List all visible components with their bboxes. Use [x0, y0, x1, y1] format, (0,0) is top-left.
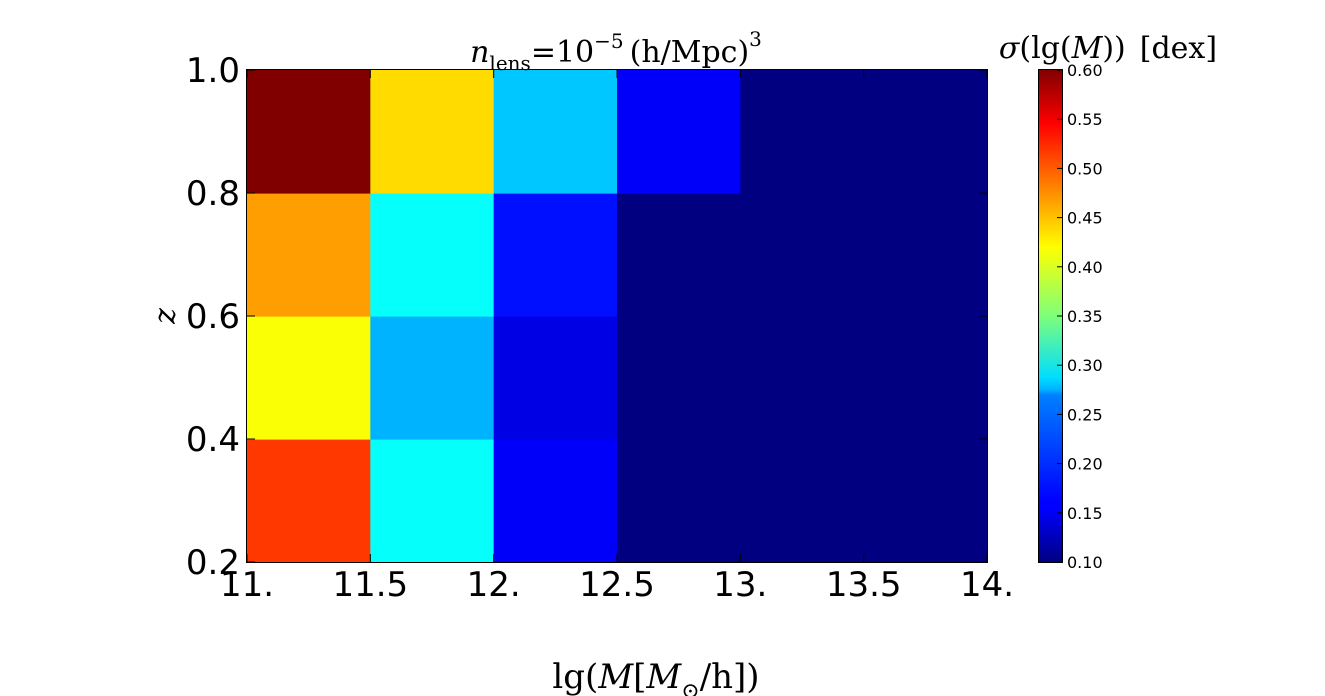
x-tick-label: 14. — [960, 565, 1014, 605]
heatmap-cell — [617, 70, 741, 194]
heatmap-cell — [863, 70, 988, 194]
x-tick-label: 11. — [220, 565, 274, 605]
heatmap-cell — [617, 439, 741, 563]
y-tick-label: 0.4 — [186, 420, 240, 460]
colorbar-tick-label: 0.25 — [1067, 405, 1103, 424]
x-axis-ticks: 11. 11.5 12. 12.5 13. 13.5 14. — [220, 70, 1014, 605]
heatmap-cell — [740, 439, 865, 563]
heatmap-cell — [247, 193, 371, 317]
heatmap-cell — [247, 439, 371, 563]
colorbar-tick-label: 0.50 — [1067, 159, 1103, 178]
colorbar-tick-label: 0.55 — [1067, 110, 1103, 129]
y-axis-ticks: 0.2 0.4 0.6 0.8 1.0 — [186, 51, 987, 583]
x-tick-label: 12. — [467, 565, 521, 605]
heatmap-cell — [740, 70, 865, 194]
heatmap-cell — [493, 439, 618, 563]
colorbar-tick-label: 0.30 — [1067, 356, 1103, 375]
heatmap-cell — [617, 316, 741, 440]
y-tick-label: 0.6 — [186, 297, 240, 337]
heatmap-cell — [740, 316, 865, 440]
y-tick-label: 1.0 — [186, 51, 240, 91]
x-tick-label: 12.5 — [579, 565, 655, 605]
x-tick-label: 13. — [713, 565, 767, 605]
colorbar-tick-label: 0.35 — [1067, 307, 1103, 326]
heatmap-cell — [493, 316, 618, 440]
colorbar-tick-label: 0.15 — [1067, 504, 1103, 523]
heatmap-cell — [370, 70, 495, 194]
y-tick-label: 0.2 — [186, 543, 240, 583]
heatmap-cell — [617, 193, 741, 317]
colorbar-ticks: 0.10 0.15 0.20 0.25 0.30 0.35 0.40 0.45 0.50 0.55… — [1057, 61, 1103, 572]
colorbar-tick-label: 0.45 — [1067, 209, 1103, 228]
x-tick-label: 13.5 — [826, 565, 902, 605]
heatmap-cell — [247, 70, 371, 194]
colorbar-tick-label: 0.60 — [1067, 61, 1103, 80]
heatmap-cell — [493, 70, 618, 194]
heatmap-cell — [863, 316, 988, 440]
heatmap-cell — [740, 193, 865, 317]
colorbar-label: σ(lg(M)) [dex] — [999, 31, 1217, 66]
y-axis-label: z — [148, 308, 183, 325]
chart-title: nlens=10−5 (h/Mpc)3 — [470, 27, 762, 75]
colorbar-tick-label: 0.40 — [1067, 258, 1103, 277]
heatmap-cell — [863, 439, 988, 563]
heatmap-cell — [493, 193, 618, 317]
plot-frame — [246, 69, 988, 563]
heatmap-cell — [247, 316, 371, 440]
heatmap-cells — [247, 70, 988, 563]
colorbar-tick-label: 0.10 — [1067, 553, 1103, 572]
heatmap-cell — [863, 193, 988, 317]
y-tick-label: 0.8 — [186, 174, 240, 214]
x-axis-label: lg(M[M⊙/h]) — [552, 657, 759, 696]
x-tick-label: 11.5 — [332, 565, 408, 605]
heatmap-cell — [370, 439, 495, 563]
colorbar-tick-label: 0.20 — [1067, 455, 1103, 474]
heatmap-cell — [370, 193, 495, 317]
heatmap-cell — [370, 316, 495, 440]
